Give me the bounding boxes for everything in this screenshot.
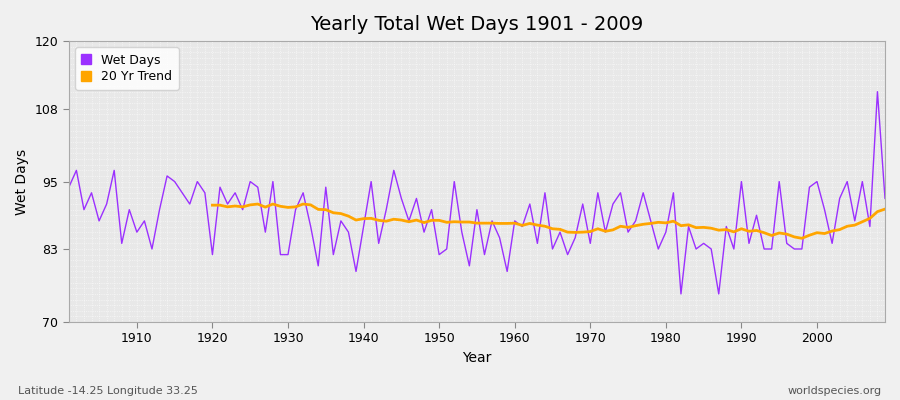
20 Yr Trend [207, 203, 218, 208]
Wet Days [290, 207, 301, 212]
20 Yr Trend [683, 222, 694, 227]
Legend: Wet Days, 20 Yr Trend: Wet Days, 20 Yr Trend [75, 47, 178, 90]
Wet Days [502, 269, 513, 274]
Line: 20 Yr Trend: 20 Yr Trend [212, 204, 885, 238]
Wet Days [872, 89, 883, 94]
20 Yr Trend [789, 234, 800, 239]
20 Yr Trend [796, 236, 807, 241]
Wet Days [676, 292, 687, 296]
20 Yr Trend [879, 207, 890, 212]
20 Yr Trend [418, 220, 429, 225]
X-axis label: Year: Year [463, 351, 491, 365]
Line: Wet Days: Wet Days [68, 92, 885, 294]
Text: Latitude -14.25 Longitude 33.25: Latitude -14.25 Longitude 33.25 [18, 386, 198, 396]
Wet Days [509, 218, 520, 223]
Y-axis label: Wet Days: Wet Days [15, 148, 29, 215]
20 Yr Trend [865, 216, 876, 221]
20 Yr Trend [252, 202, 263, 206]
Wet Days [879, 196, 890, 201]
Wet Days [124, 207, 135, 212]
20 Yr Trend [305, 202, 316, 207]
Wet Days [336, 218, 346, 223]
Text: worldspecies.org: worldspecies.org [788, 386, 882, 396]
Title: Yearly Total Wet Days 1901 - 2009: Yearly Total Wet Days 1901 - 2009 [310, 15, 644, 34]
20 Yr Trend [774, 230, 785, 235]
Wet Days [600, 230, 611, 234]
Wet Days [63, 185, 74, 190]
